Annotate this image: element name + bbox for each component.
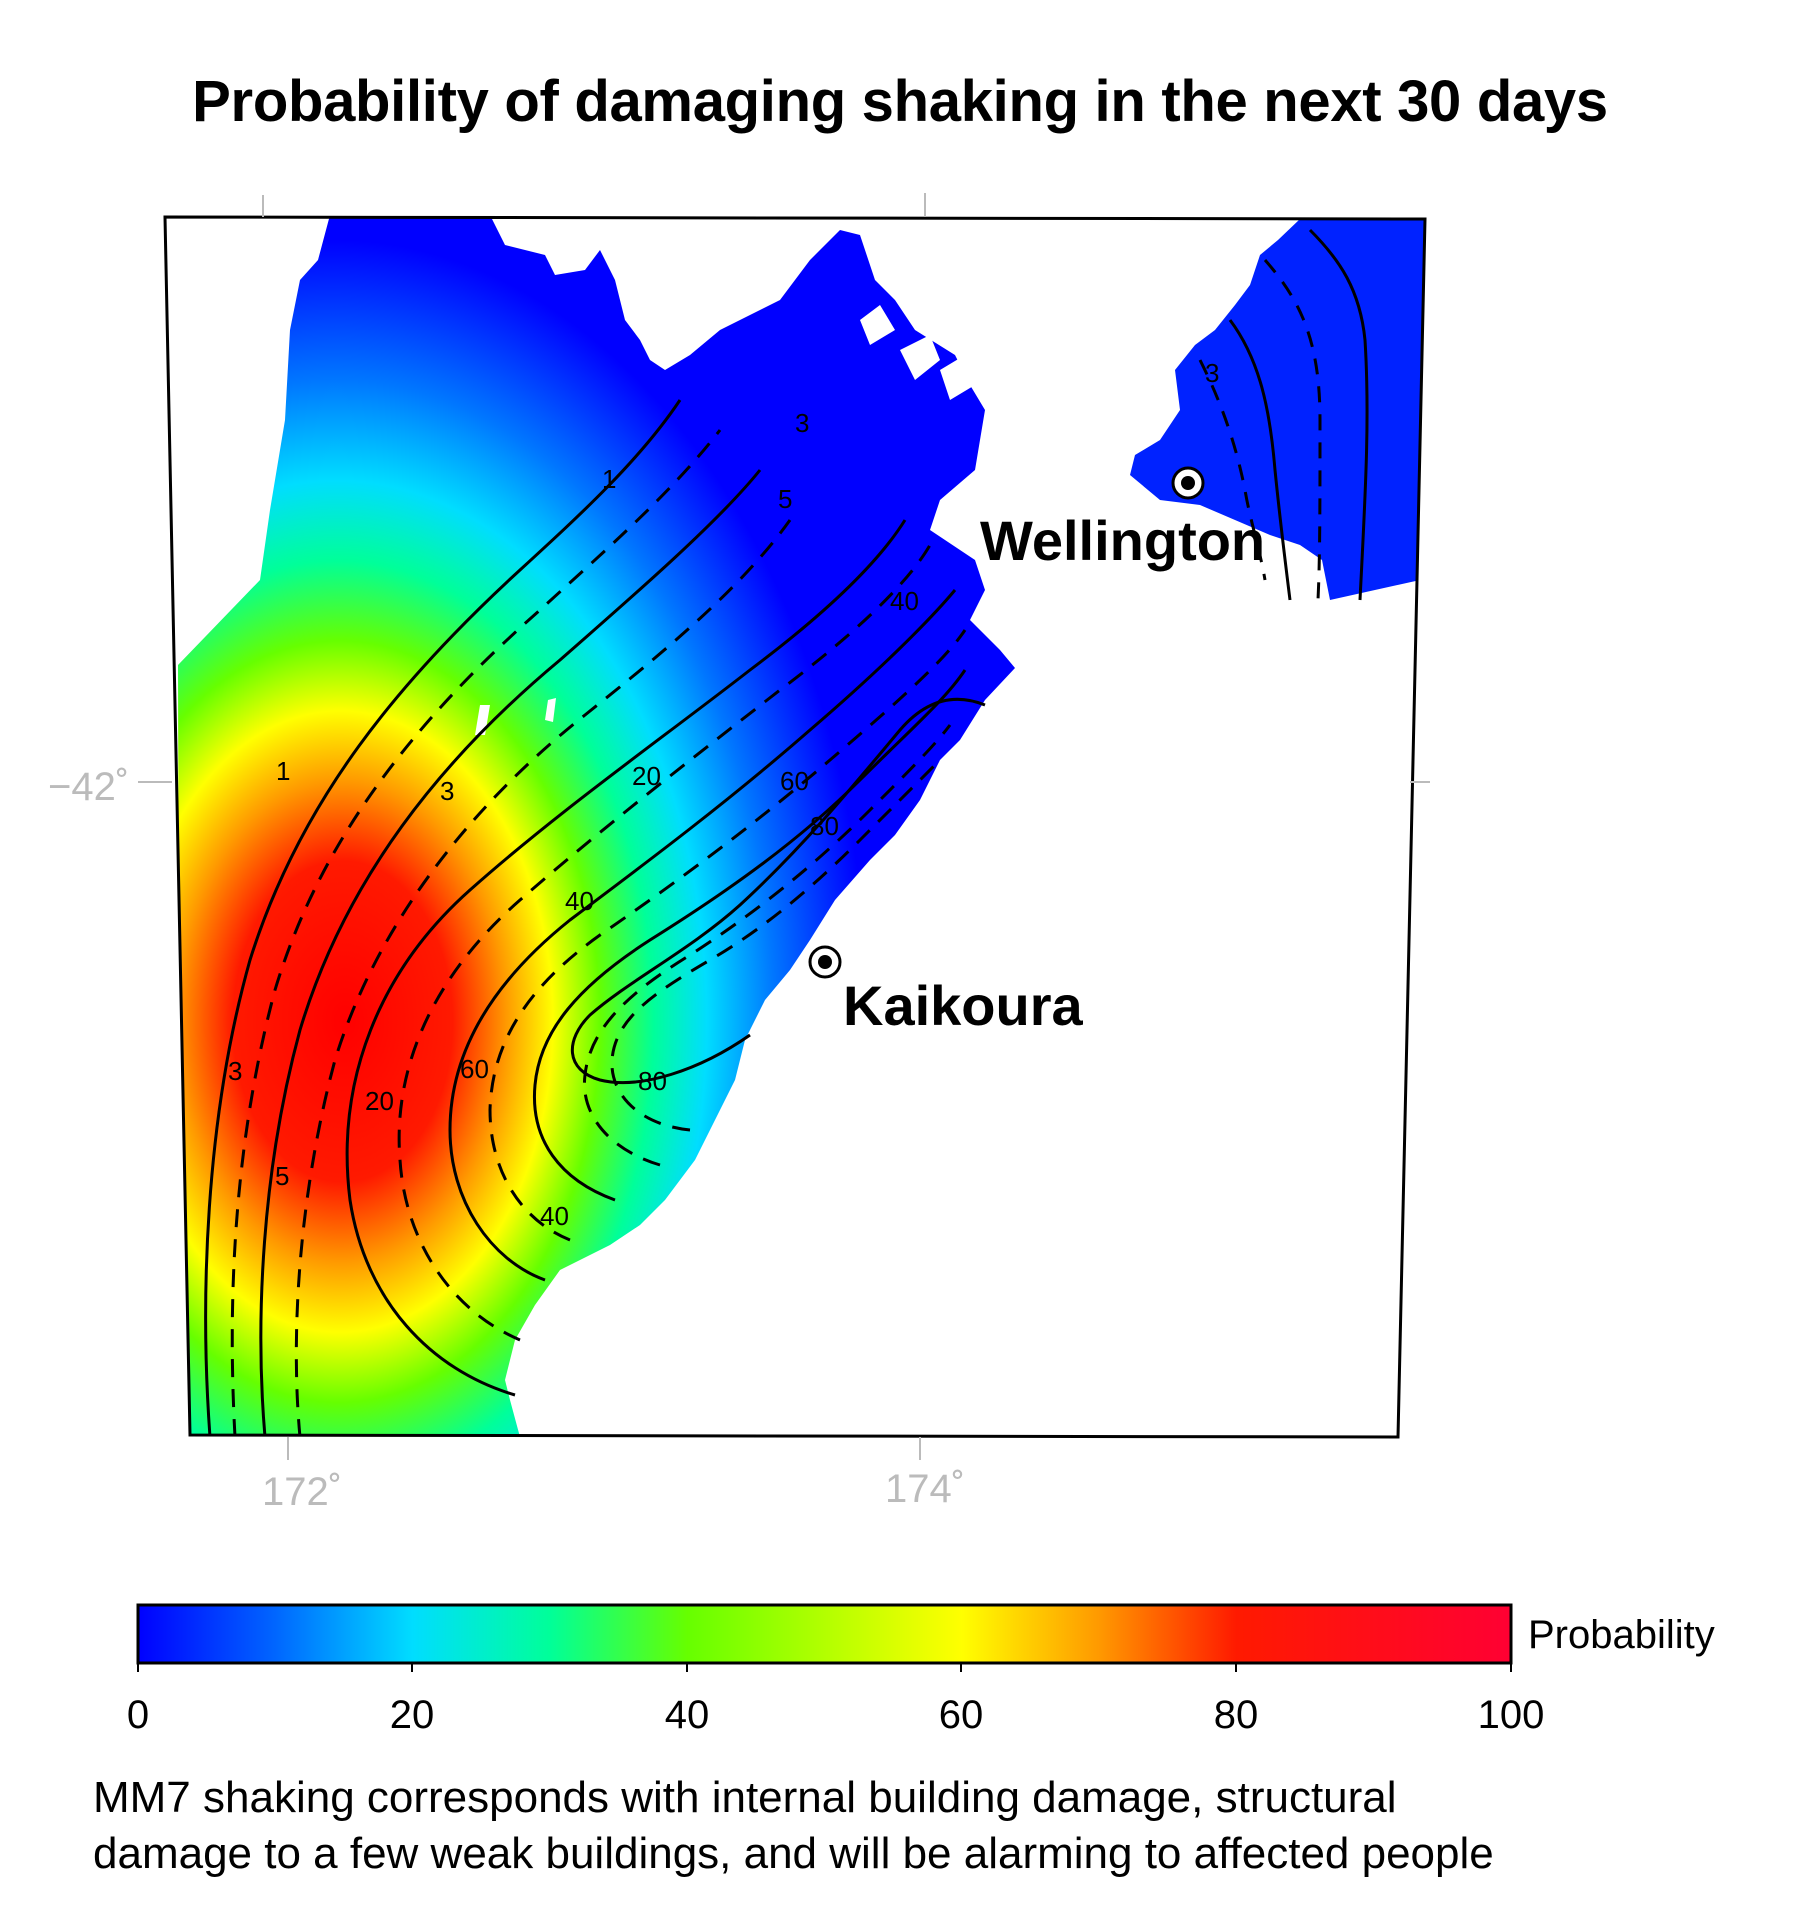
kaikoura-marker [808, 945, 842, 979]
colorbar-tick-label: 60 [939, 1693, 984, 1737]
colorbar-tick-label: 100 [1478, 1693, 1545, 1737]
caption: MM7 shaking corresponds with internal bu… [93, 1770, 1773, 1882]
contour-lines [204, 228, 1369, 1437]
contour-label: 40 [540, 1201, 569, 1231]
caption-line-1: MM7 shaking corresponds with internal bu… [93, 1773, 1397, 1822]
colorbar-tick-label: 20 [390, 1693, 435, 1737]
contour-label: 3 [440, 776, 454, 806]
colorbar-label: Probability [1528, 1613, 1715, 1657]
contour-label: 40 [565, 886, 594, 916]
colorbar-tick-label: 80 [1214, 1693, 1259, 1737]
colorbar: 0 20 40 60 80 100 Probability [127, 1603, 1715, 1737]
contour-label: 40 [890, 586, 919, 616]
contour-label: 80 [810, 811, 839, 841]
contour-label: 3 [1205, 358, 1219, 388]
lon-tick-174: 174˚ [885, 1467, 965, 1511]
map-frame-border [163, 215, 1427, 1439]
contour-label-group: 1 3 5 20 40 60 80 3 5 20 40 60 80 40 3 5… [228, 358, 1219, 1231]
lat-tick-42: −42˚ [48, 765, 129, 809]
axis-ticks [138, 193, 1430, 1460]
contour-label: 5 [275, 1161, 289, 1191]
contour-label: 20 [632, 761, 661, 791]
contour-label: 60 [460, 1054, 489, 1084]
page-title: Probability of damaging shaking in the n… [192, 69, 1608, 134]
contour-label: 80 [638, 1066, 667, 1096]
contour-label: 5 [778, 484, 792, 514]
place-label-wellington: Wellington [980, 509, 1265, 572]
wellington-marker [1171, 466, 1205, 500]
contour-label: 1 [276, 756, 290, 786]
colorbar-bar [136, 1603, 1513, 1665]
colorbar-tick-label: 40 [665, 1693, 710, 1737]
contour-label: 3 [228, 1056, 242, 1086]
colorbar-ticks [137, 1663, 1512, 1672]
north-island-land [1130, 219, 1425, 600]
contour-label: 1 [602, 464, 616, 494]
sound-islets [475, 305, 975, 735]
contour-label: 20 [365, 1086, 394, 1116]
caption-line-2: damage to a few weak buildings, and will… [93, 1829, 1494, 1878]
lon-tick-172: 172˚ [262, 1470, 342, 1514]
place-label-kaikoura: Kaikoura [843, 974, 1083, 1037]
south-island-land [178, 217, 1015, 1437]
colorbar-tick-label: 0 [127, 1693, 149, 1737]
contour-label: 3 [795, 408, 809, 438]
contour-label: 60 [780, 766, 809, 796]
